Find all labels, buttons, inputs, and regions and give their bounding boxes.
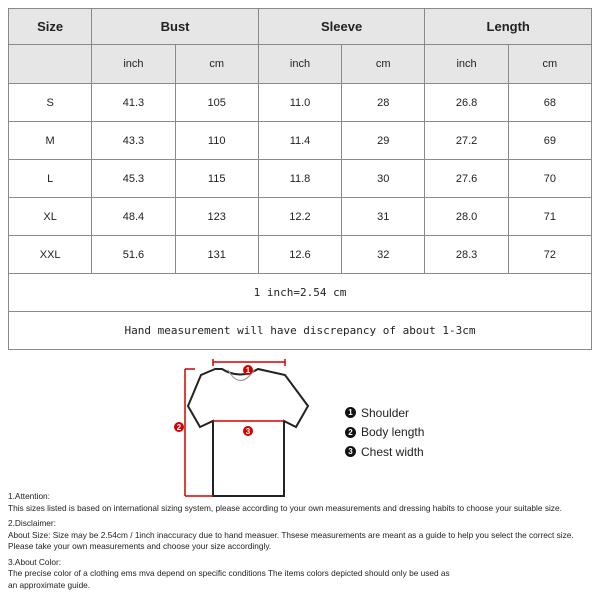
value-cell: 41.3 [91,83,176,122]
notes-section: 1.Attention: This sizes listed is based o… [8,491,574,595]
legend-item-shoulder: 1 Shoulder [345,403,424,423]
table-row: S 41.3 105 11.0 28 26.8 68 [7,83,593,122]
value-cell: 31 [341,197,426,236]
value-cell: 131 [174,235,259,274]
tshirt-diagram: 1 2 3 [174,359,310,497]
note-line: This sizes listed is based on internatio… [8,502,562,513]
value-cell: 72 [507,235,593,274]
table-row: XXL 51.6 131 12.6 32 28.3 72 [7,235,593,274]
value-cell: 123 [174,197,259,236]
value-cell: 110 [174,121,259,160]
legend-label: Chest width [361,444,424,459]
size-cell: XXL [7,235,93,274]
value-cell: 70 [507,159,593,198]
value-cell: 48.4 [91,197,176,236]
number-1-icon: 1 [345,407,356,419]
header-bust: Bust [91,8,259,45]
note-line: About Size: Size may be 2.54cm / 1inch i… [8,529,574,540]
value-cell: 115 [174,159,259,198]
size-cell: S [7,83,93,122]
value-cell: 27.6 [424,159,509,198]
unit-cell: cm [341,44,426,84]
value-cell: 51.6 [91,235,176,274]
unit-cell: cm [174,44,259,84]
value-cell: 69 [507,121,593,160]
note-title: 2.Disclaimer: [8,518,56,528]
header-length: Length [424,8,592,45]
number-2-icon: 2 [345,426,356,438]
discrepancy-text: Hand measurement will have discrepancy o… [8,311,592,350]
value-cell: 45.3 [91,159,176,198]
size-cell: M [7,121,93,160]
table-row: M 43.3 110 11.4 29 27.2 69 [7,121,593,160]
value-cell: 26.8 [424,83,509,122]
value-cell: 105 [174,83,259,122]
value-cell: 43.3 [91,121,176,160]
size-cell: L [7,159,93,198]
value-cell: 11.8 [257,159,343,198]
conversion-row: 1 inch=2.54 cm [8,273,592,312]
note-title: 1.Attention: [8,491,50,501]
value-cell: 68 [507,83,593,122]
unit-cell: inch [424,44,509,84]
note-block: 3.About Color: The precise color of a clo… [8,557,574,592]
unit-row: inch cm inch cm inch cm [7,44,593,84]
diagram-legend: 1 Shoulder 2 Body length 3 Chest width [345,403,424,462]
marker-2-label: 2 [177,423,182,432]
header-sleeve: Sleeve [257,8,426,45]
value-cell: 32 [341,235,426,274]
table-row: XL 48.4 123 12.2 31 28.0 71 [7,197,593,236]
marker-1-label: 1 [246,366,251,375]
value-cell: 27.2 [424,121,509,160]
marker-2 [174,422,184,432]
unit-empty [7,44,93,84]
value-cell: 12.6 [257,235,343,274]
value-cell: 28.0 [424,197,509,236]
note-title: 3.About Color: [8,556,62,567]
value-cell: 29 [341,121,426,160]
unit-cell: inch [257,44,343,84]
legend-item-chest-width: 3 Chest width [345,442,424,462]
conversion-text: 1 inch=2.54 cm [8,273,592,312]
value-cell: 11.4 [257,121,343,160]
size-chart-table: Size Bust Sleeve Length inch cm inch cm … [7,8,593,350]
value-cell: 28 [341,83,426,122]
note-line: an approximate guide. [8,579,91,590]
legend-label: Shoulder [361,405,410,420]
value-cell: 71 [507,197,593,236]
legend-label: Body length [361,425,425,440]
note-block: 2.Disclaimer: About Size: Size may be 2.5… [8,518,574,553]
unit-cell: inch [91,44,176,84]
header-row: Size Bust Sleeve Length [7,8,592,45]
value-cell: 30 [341,159,426,198]
marker-1 [243,365,253,375]
note-block: 1.Attention: This sizes listed is based o… [8,491,574,514]
value-cell: 12.2 [257,197,343,236]
note-line: The precise color of a clothing ems mva … [8,568,450,578]
discrepancy-row: Hand measurement will have discrepancy o… [8,311,592,350]
size-cell: XL [7,197,93,236]
unit-cell: cm [507,44,593,84]
value-cell: 11.0 [257,83,343,122]
note-line: Please take your own measurements and ch… [8,541,272,551]
header-size: Size [7,8,93,45]
value-cell: 28.3 [424,235,509,274]
marker-3-label: 3 [246,427,251,436]
legend-item-body-length: 2 Body length [345,423,424,443]
marker-3 [243,426,253,436]
table-row: L 45.3 115 11.8 30 27.6 70 [7,159,593,198]
number-3-icon: 3 [345,446,356,458]
